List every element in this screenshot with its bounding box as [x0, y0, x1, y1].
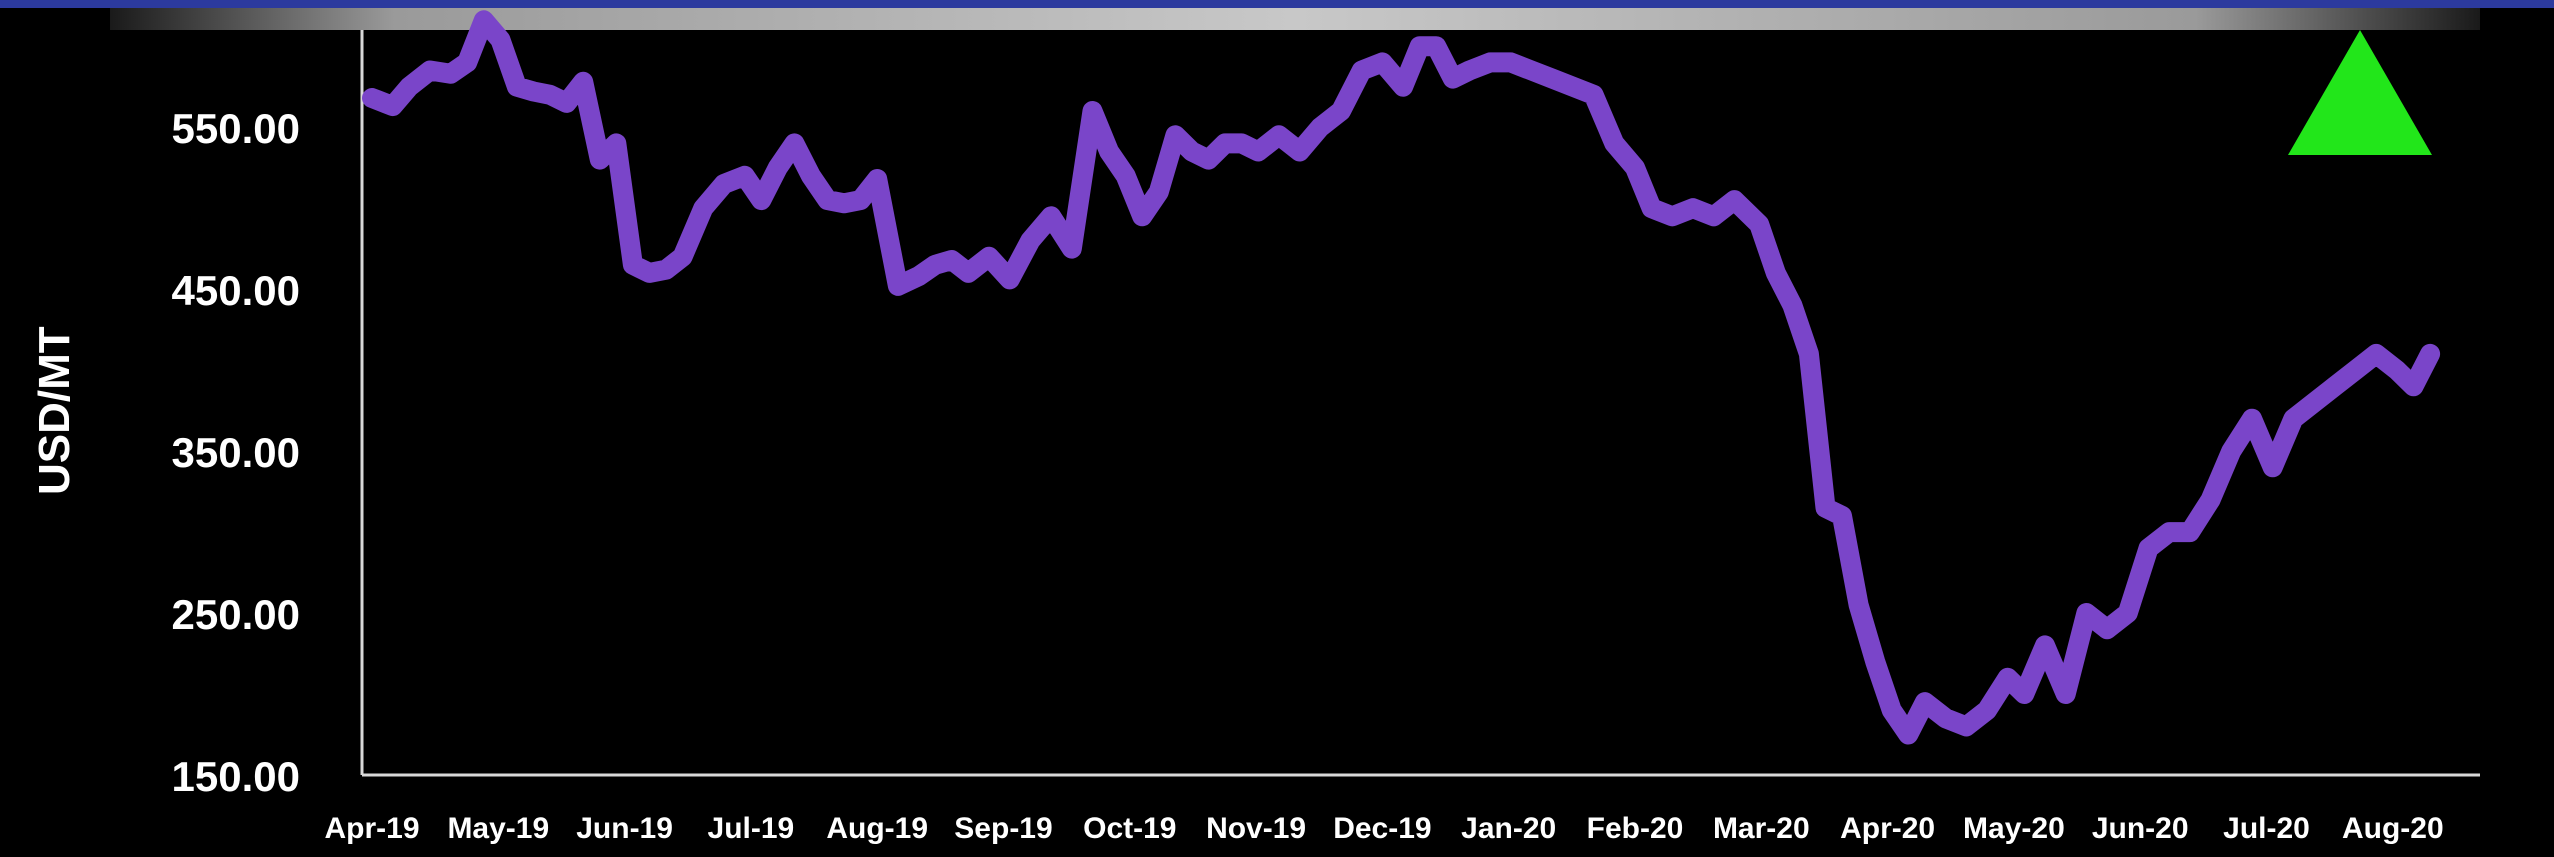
x-axis-ticks: Apr-19 May-19 Jun-19 Jul-19 Aug-19 Sep-19 Oct-…	[324, 812, 2443, 845]
up-arrow-icon	[2288, 30, 2432, 155]
y-tick-label: 250.00	[172, 591, 300, 638]
y-tick-label: 450.00	[172, 267, 300, 314]
x-tick-label: Aug-20	[2342, 812, 2444, 845]
price-series-line	[362, 10, 2441, 745]
x-tick-label: May-19	[447, 812, 549, 845]
y-tick-label: 150.00	[172, 753, 300, 800]
y-tick-label: 550.00	[172, 105, 300, 152]
x-tick-label: Jan-20	[1461, 812, 1556, 845]
x-tick-label: Aug-19	[826, 812, 928, 845]
x-tick-label: Sep-19	[954, 812, 1052, 845]
x-tick-label: Apr-20	[1840, 812, 1935, 845]
top-band	[0, 0, 2554, 8]
x-tick-label: Mar-20	[1713, 812, 1810, 845]
x-tick-label: Feb-20	[1587, 812, 1684, 845]
y-tick-label: 350.00	[172, 429, 300, 476]
x-tick-label: Dec-19	[1333, 812, 1431, 845]
y-axis-ticks: 550.00 450.00 350.00 250.00 150.00	[172, 105, 300, 800]
x-tick-label: Jun-20	[2092, 812, 2189, 845]
x-tick-label: Jul-19	[708, 812, 795, 845]
x-tick-label: Oct-19	[1083, 812, 1176, 845]
x-tick-label: Nov-19	[1206, 812, 1306, 845]
x-tick-label: Apr-19	[324, 812, 419, 845]
x-tick-label: Jul-20	[2223, 812, 2310, 845]
y-axis-title: USD/MT	[30, 326, 79, 495]
x-tick-label: May-20	[1963, 812, 2065, 845]
x-tick-label: Jun-19	[576, 812, 673, 845]
top-gradient-bar	[110, 8, 2480, 30]
